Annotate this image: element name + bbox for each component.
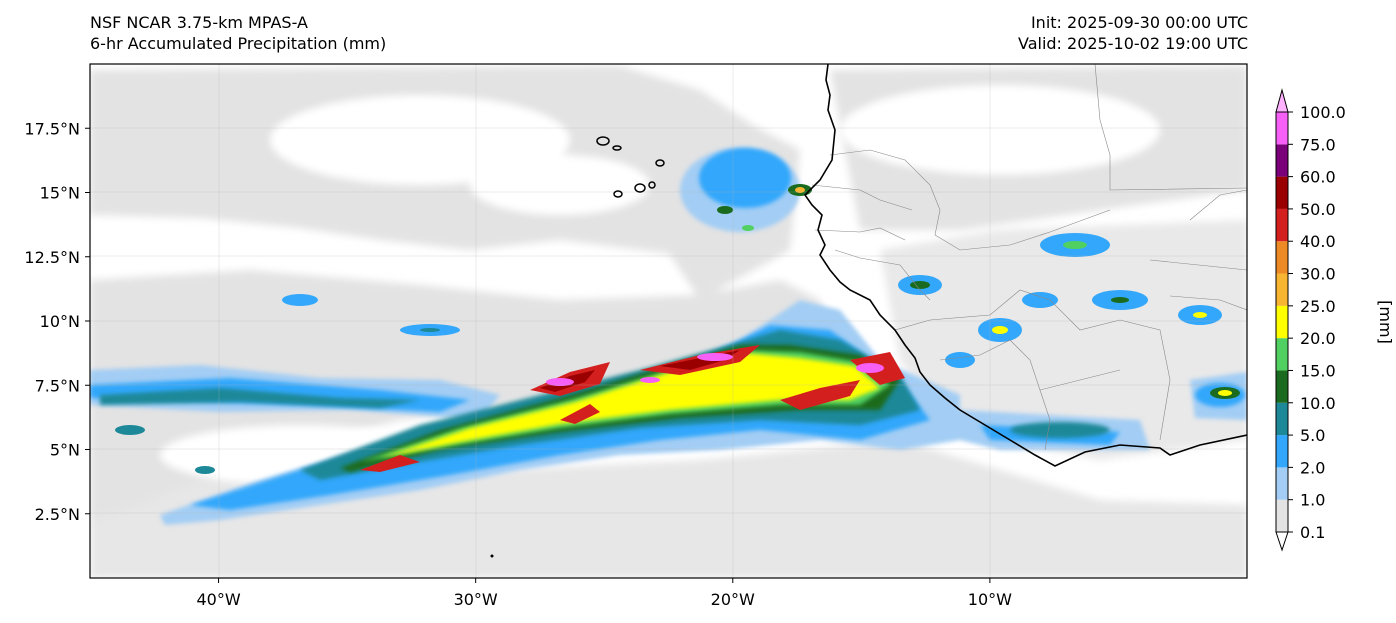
precip-scattered-cells	[115, 184, 1240, 474]
lon-tick-label: 20°W	[711, 590, 755, 609]
colorbar-swatch	[1276, 273, 1288, 306]
colorbar-swatch	[1276, 208, 1288, 242]
lat-tick-label: 12.5°N	[24, 248, 80, 267]
colorbar-tick-label: 40.0	[1300, 232, 1336, 251]
colorbar-tick-label: 75.0	[1300, 135, 1336, 154]
colorbar-tick-label: 20.0	[1300, 329, 1336, 348]
colorbar-swatch	[1276, 176, 1288, 209]
coastline	[803, 64, 1247, 467]
colorbar-tick-label: 100.0	[1300, 103, 1346, 122]
colorbar-swatch	[1276, 305, 1288, 339]
colorbar-tick-label: 1.0	[1300, 491, 1325, 510]
lat-tick-label: 10°N	[40, 312, 80, 331]
island-dot	[490, 554, 494, 558]
lat-tick-label: 5°N	[50, 441, 80, 460]
lat-tick-label: 17.5°N	[24, 119, 80, 138]
country-borders	[811, 64, 1247, 451]
colorbar-under-extension	[1275, 531, 1289, 552]
colorbar: 0.1 1.0 2.0 5.0 10.0 15.0 20.0 25.0 30.0 40.0 50.0…	[1275, 88, 1395, 552]
colorbar-swatch	[1276, 112, 1288, 145]
colorbar-tick-label: 25.0	[1300, 297, 1336, 316]
precip-band-20	[380, 353, 880, 458]
colorbar-unit-label: [mm]	[1376, 300, 1395, 344]
colorbar-swatch	[1276, 402, 1288, 436]
lon-tick-label: 30°W	[454, 590, 498, 609]
precip-field	[90, 64, 1247, 578]
field-title: 6-hr Accumulated Precipitation (mm)	[90, 34, 387, 53]
colorbar-over-extension	[1275, 88, 1289, 113]
colorbar-tick-label: 5.0	[1300, 426, 1325, 445]
gridlines	[90, 64, 1247, 578]
colorbar-tick-label: 30.0	[1300, 265, 1336, 284]
init-time: Init: 2025-09-30 00:00 UTC	[1030, 13, 1248, 32]
colorbar-swatch	[1276, 241, 1288, 274]
lon-tick-labels: 40°W 30°W 20°W 10°W	[196, 578, 1012, 609]
title-left: NSF NCAR 3.75-km MPAS-A 6-hr Accumulated…	[90, 12, 386, 54]
colorbar-tick-label: 60.0	[1300, 168, 1336, 187]
cape-verde-islands	[596, 136, 665, 198]
colorbar-tick-label: 10.0	[1300, 394, 1336, 413]
colorbar-swatch	[1276, 144, 1288, 177]
lon-tick-label: 10°W	[968, 590, 1012, 609]
colorbar-swatch	[1276, 435, 1288, 468]
colorbar-swatch	[1276, 467, 1288, 500]
colorbar-tick-label: 50.0	[1300, 200, 1336, 219]
colorbar-tick-label: 15.0	[1300, 361, 1336, 380]
lat-tick-label: 2.5°N	[35, 505, 80, 524]
model-title: NSF NCAR 3.75-km MPAS-A	[90, 13, 308, 32]
colorbar-tick-label: 2.0	[1300, 458, 1325, 477]
colorbar-swatch	[1276, 338, 1288, 371]
colorbar-frame	[1275, 111, 1289, 533]
colorbar-tick-label: 0.1	[1300, 523, 1325, 542]
lat-tick-labels: 17.5°N 15°N 12.5°N 10°N 7.5°N 5°N 2.5°N	[24, 119, 90, 524]
colorbar-swatch	[1276, 370, 1288, 403]
lat-tick-label: 15°N	[40, 184, 80, 203]
valid-time: Valid: 2025-10-02 19:00 UTC	[1017, 34, 1248, 53]
precip-band-75	[540, 350, 884, 392]
lat-tick-label: 7.5°N	[35, 376, 80, 395]
lon-tick-label: 40°W	[196, 590, 240, 609]
colorbar-swatch	[1276, 499, 1288, 532]
title-right: Init: 2025-09-30 00:00 UTC Valid: 2025-1…	[1018, 12, 1248, 54]
